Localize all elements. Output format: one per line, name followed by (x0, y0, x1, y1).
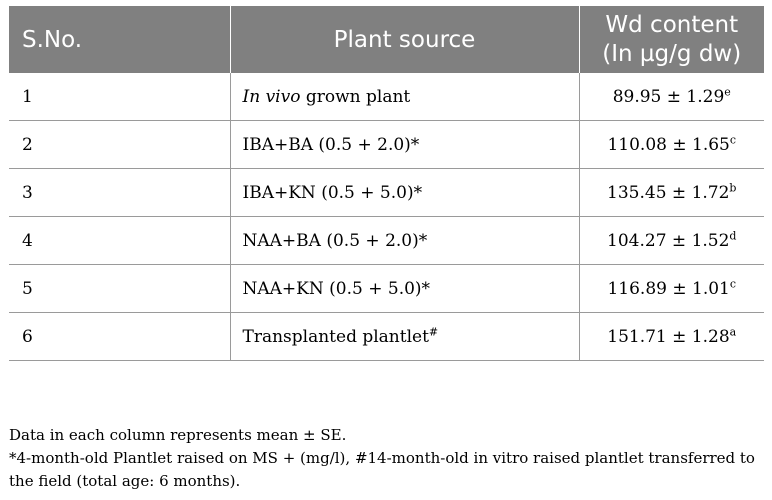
cell-plant-source-superscript: # (428, 324, 439, 338)
cell-sno: 6 (9, 312, 230, 361)
cell-significance-letter: a (729, 324, 737, 338)
cell-plant-source: In vivo grown plant (229, 73, 579, 121)
cell-significance-letter: d (729, 228, 737, 242)
header-wd-content-line2: (In µg/g dw) (602, 40, 742, 67)
cell-significance-letter: c (729, 132, 737, 146)
cell-plant-source: Transplanted plantlet# (229, 312, 579, 361)
data-table-container: S.No. Plant source Wd content (In µg/g d… (9, 6, 764, 361)
table-row: 5 NAA+KN (0.5 + 5.0)* 116.89 ± 1.01c (9, 264, 764, 313)
header-wd-content-line1: Wd content (605, 11, 739, 38)
cell-wd-content: 104.27 ± 1.52d (578, 216, 764, 265)
cell-sno: 4 (9, 216, 230, 265)
cell-significance-letter: e (724, 84, 731, 98)
cell-plant-source-text: IBA+KN (0.5 + 5.0)* (242, 182, 423, 203)
cell-wd-value: 110.08 ± 1.65 (607, 134, 730, 155)
wd-content-table: S.No. Plant source Wd content (In µg/g d… (9, 6, 764, 361)
cell-wd-content: 135.45 ± 1.72b (578, 168, 764, 217)
header-sno: S.No. (9, 6, 230, 73)
footnote-mean-se: Data in each column represents mean ± SE… (9, 426, 347, 444)
cell-significance-letter: b (729, 180, 737, 194)
cell-plant-source-italic: In vivo (242, 86, 301, 107)
cell-wd-content: 116.89 ± 1.01c (578, 264, 764, 313)
table-row: 4 NAA+BA (0.5 + 2.0)* 104.27 ± 1.52d (9, 216, 764, 265)
cell-significance-letter: c (729, 276, 737, 290)
cell-sno: 3 (9, 168, 230, 217)
cell-wd-value: 135.45 ± 1.72 (607, 182, 730, 203)
cell-wd-content: 110.08 ± 1.65c (578, 120, 764, 169)
table-row: 1 In vivo grown plant 89.95 ± 1.29e (9, 73, 764, 121)
table-row: 3 IBA+KN (0.5 + 5.0)* 135.45 ± 1.72b (9, 168, 764, 217)
table-header-row: S.No. Plant source Wd content (In µg/g d… (9, 6, 764, 73)
cell-wd-value: 151.71 ± 1.28 (607, 326, 730, 347)
header-wd-content: Wd content (In µg/g dw) (578, 6, 764, 73)
cell-wd-value: 89.95 ± 1.29 (612, 86, 725, 107)
cell-plant-source: NAA+KN (0.5 + 5.0)* (229, 264, 579, 313)
table-footnotes: Data in each column represents mean ± SE… (9, 424, 769, 493)
cell-wd-content: 151.71 ± 1.28a (578, 312, 764, 361)
cell-plant-source-text: NAA+BA (0.5 + 2.0)* (242, 230, 428, 251)
cell-plant-source: IBA+BA (0.5 + 2.0)* (229, 120, 579, 169)
cell-wd-content: 89.95 ± 1.29e (578, 73, 764, 121)
cell-sno: 1 (9, 73, 230, 121)
cell-sno: 2 (9, 120, 230, 169)
cell-plant-source-text: Transplanted plantlet (242, 326, 429, 347)
cell-plant-source-text: IBA+BA (0.5 + 2.0)* (242, 134, 420, 155)
cell-plant-source: NAA+BA (0.5 + 2.0)* (229, 216, 579, 265)
cell-wd-value: 116.89 ± 1.01 (607, 278, 730, 299)
cell-plant-source-text: NAA+KN (0.5 + 5.0)* (242, 278, 431, 299)
cell-wd-value: 104.27 ± 1.52 (607, 230, 730, 251)
header-plant-source: Plant source (229, 6, 579, 73)
table-row: 2 IBA+BA (0.5 + 2.0)* 110.08 ± 1.65c (9, 120, 764, 169)
cell-plant-source: IBA+KN (0.5 + 5.0)* (229, 168, 579, 217)
cell-plant-source-text: grown plant (300, 86, 411, 107)
footnote-plantlet: *4-month-old Plantlet raised on MS + (mg… (9, 449, 755, 490)
cell-sno: 5 (9, 264, 230, 313)
table-row: 6 Transplanted plantlet# 151.71 ± 1.28a (9, 312, 764, 361)
